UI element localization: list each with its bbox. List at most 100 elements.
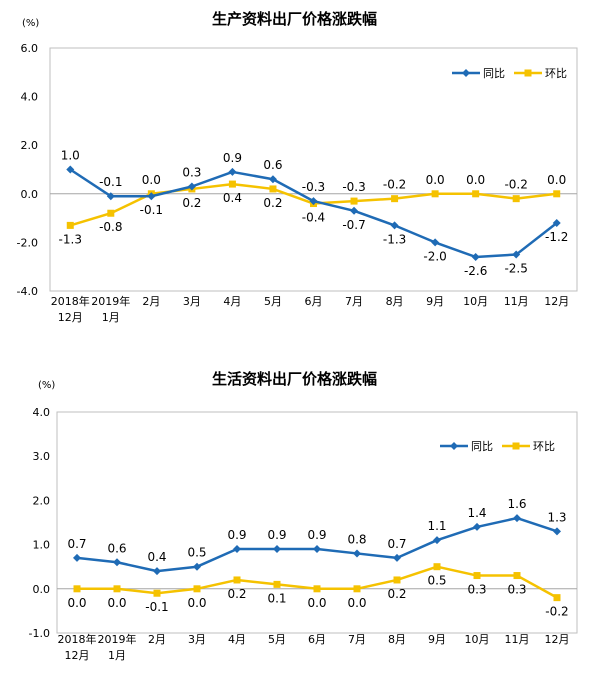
data-label: -0.1 bbox=[145, 600, 168, 614]
y-tick-label: 4.0 bbox=[21, 91, 39, 104]
data-point-mom bbox=[269, 185, 277, 193]
x-tick-label: 4月 bbox=[223, 295, 241, 308]
data-label: 0.0 bbox=[466, 173, 485, 187]
data-label: 0.3 bbox=[182, 166, 201, 180]
data-point-yoy bbox=[153, 567, 161, 576]
data-point-yoy bbox=[433, 536, 441, 545]
data-point-mom bbox=[353, 585, 361, 593]
data-label: 0.4 bbox=[223, 191, 242, 205]
data-label: 0.1 bbox=[267, 591, 286, 605]
x-tick-label: 2018年 bbox=[58, 632, 97, 646]
x-tick-label: 7月 bbox=[348, 633, 366, 646]
x-tick-label: 9月 bbox=[428, 633, 446, 646]
data-label: 0.2 bbox=[387, 587, 406, 601]
data-point-yoy bbox=[552, 218, 561, 227]
legend-marker bbox=[462, 69, 470, 77]
chart-2-title: 生活资料出厂价格涨跌幅 bbox=[211, 370, 377, 388]
x-tick-label: 12月 bbox=[545, 633, 570, 646]
chart-2-unit: (%) bbox=[38, 380, 56, 391]
data-point-yoy bbox=[309, 197, 318, 206]
data-point-yoy bbox=[268, 175, 277, 184]
data-point-yoy bbox=[390, 221, 399, 230]
x-tick-label: 11月 bbox=[505, 633, 530, 646]
data-point-yoy bbox=[273, 545, 281, 554]
x-tick-label: 2月 bbox=[148, 633, 166, 646]
x-tick-label: 8月 bbox=[386, 295, 404, 308]
y-tick-label: -2.0 bbox=[17, 236, 38, 249]
data-point-mom bbox=[113, 585, 121, 593]
legend-label: 环比 bbox=[545, 67, 567, 80]
y-tick-label: 0.0 bbox=[21, 188, 39, 201]
x-tick-label: 1月 bbox=[102, 311, 120, 324]
y-tick-label: 3.0 bbox=[33, 450, 51, 463]
x-tick-label: 2019年 bbox=[98, 632, 137, 646]
legend-label: 同比 bbox=[471, 440, 493, 453]
x-tick-label: 10月 bbox=[465, 633, 490, 646]
data-label: 0.0 bbox=[347, 596, 366, 610]
y-tick-label: 4.0 bbox=[33, 406, 51, 419]
data-point-yoy bbox=[66, 165, 75, 174]
data-label: 0.5 bbox=[427, 574, 446, 588]
data-label: -1.2 bbox=[545, 230, 568, 244]
data-point-mom bbox=[350, 197, 358, 205]
data-label: 1.0 bbox=[61, 149, 80, 163]
data-label: 0.9 bbox=[307, 528, 326, 542]
data-point-mom bbox=[66, 221, 74, 229]
data-label: -0.2 bbox=[383, 178, 406, 192]
data-label: 0.3 bbox=[507, 583, 526, 597]
data-label: 0.9 bbox=[227, 528, 246, 542]
data-point-yoy bbox=[350, 206, 359, 215]
data-point-yoy bbox=[393, 553, 401, 562]
data-label: 0.5 bbox=[187, 546, 206, 560]
data-point-yoy bbox=[553, 527, 561, 536]
data-label: 1.4 bbox=[467, 506, 486, 520]
data-point-yoy bbox=[193, 562, 201, 571]
data-point-mom bbox=[107, 209, 115, 217]
x-tick-label: 12月 bbox=[58, 311, 83, 324]
data-label: -2.0 bbox=[423, 249, 446, 263]
data-label: -1.3 bbox=[59, 232, 82, 246]
data-label: 0.4 bbox=[147, 550, 166, 564]
x-tick-label: 1月 bbox=[108, 649, 126, 662]
data-point-mom bbox=[233, 576, 241, 584]
x-tick-label: 6月 bbox=[308, 633, 326, 646]
data-label: -0.1 bbox=[140, 203, 163, 217]
data-label: -0.3 bbox=[302, 180, 325, 194]
data-label: -0.8 bbox=[99, 220, 122, 234]
data-point-mom bbox=[313, 585, 321, 593]
data-point-yoy bbox=[473, 522, 481, 531]
data-label: 0.0 bbox=[187, 596, 206, 610]
chart-1-plot: 6.0 4.0 2.0 0.0 -2.0 -4.0 2018年 12月 2019年 1月 2月 3月 4… bbox=[17, 42, 578, 324]
x-tick-label: 9月 bbox=[426, 295, 444, 308]
data-label: -0.2 bbox=[545, 605, 568, 619]
data-point-mom bbox=[73, 585, 81, 593]
data-label: 0.7 bbox=[387, 537, 406, 551]
data-point-mom bbox=[228, 180, 236, 188]
chart-1-title: 生产资料出厂价格涨跌幅 bbox=[211, 10, 377, 28]
data-point-mom bbox=[553, 594, 561, 602]
data-label: 0.9 bbox=[267, 528, 286, 542]
y-tick-label: 2.0 bbox=[33, 494, 51, 507]
data-label: 0.0 bbox=[547, 173, 566, 187]
data-label: -2.5 bbox=[504, 262, 527, 276]
data-point-mom bbox=[193, 585, 201, 593]
data-label: 0.0 bbox=[307, 596, 326, 610]
data-label: 1.3 bbox=[547, 510, 566, 524]
data-point-mom bbox=[473, 572, 481, 580]
y-tick-label: -4.0 bbox=[17, 285, 38, 298]
plot-area bbox=[49, 47, 578, 292]
data-label: 0.2 bbox=[263, 196, 282, 210]
data-point-mom bbox=[553, 190, 561, 198]
data-point-yoy bbox=[513, 514, 521, 523]
data-point-yoy bbox=[106, 192, 115, 201]
legend-label: 环比 bbox=[533, 440, 555, 453]
data-point-yoy bbox=[512, 250, 521, 259]
data-label: 0.2 bbox=[182, 196, 201, 210]
data-label: 0.0 bbox=[67, 596, 86, 610]
data-point-mom bbox=[153, 589, 161, 597]
data-point-mom bbox=[431, 190, 439, 198]
data-point-yoy bbox=[313, 545, 321, 554]
data-label: 0.0 bbox=[426, 173, 445, 187]
data-label: 0.0 bbox=[107, 596, 126, 610]
